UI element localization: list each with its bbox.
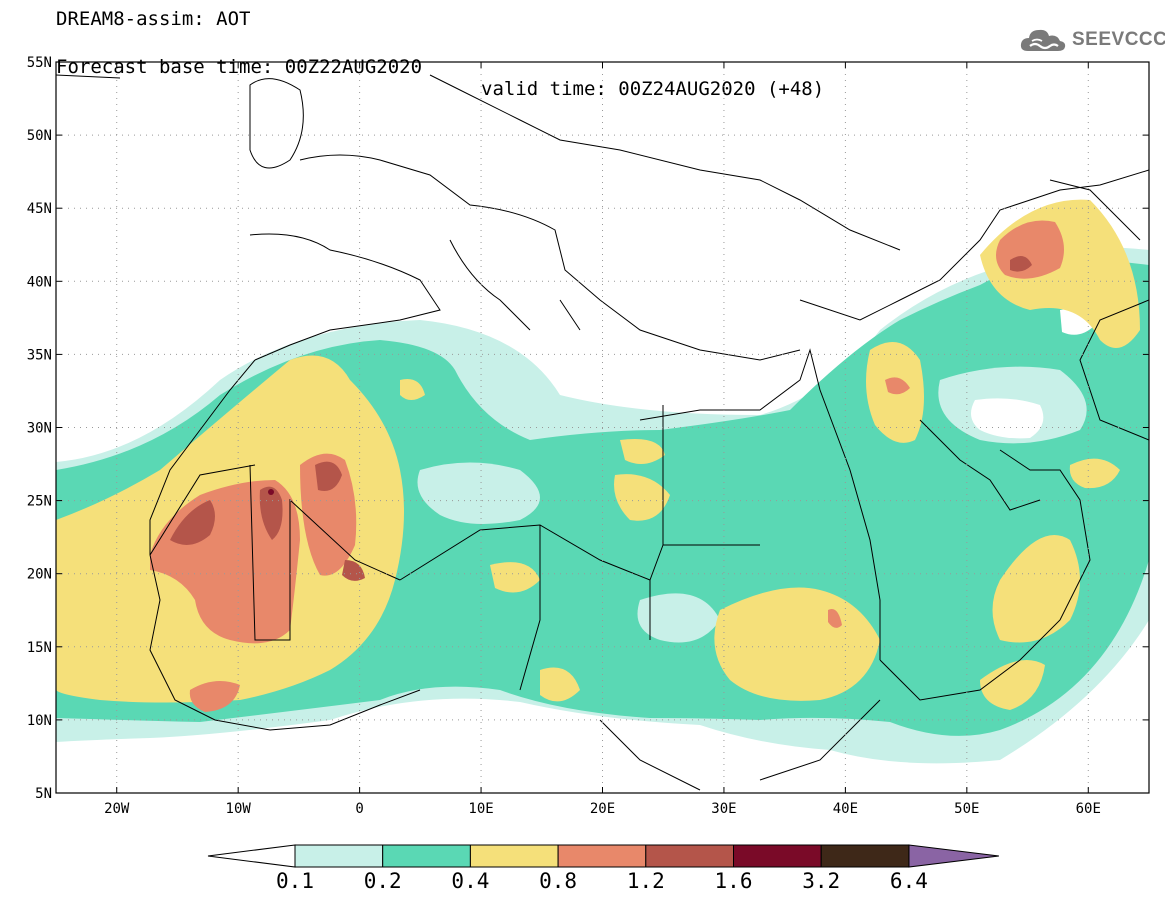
colorbar-level-label: 1.2 bbox=[627, 869, 665, 893]
colorbar-level-label: 1.6 bbox=[715, 869, 753, 893]
colorbar-level-label: 0.4 bbox=[451, 869, 489, 893]
aot-band-darkred bbox=[170, 500, 215, 545]
colorbar-level-label: 0.1 bbox=[276, 869, 314, 893]
lat-tick-label: 55N bbox=[27, 55, 52, 71]
lat-tick-label: 50N bbox=[27, 128, 52, 144]
latitude-axis: 5N 10N 15N 20N 25N 30N 35N 40N 45N 50N 55N bbox=[27, 55, 1149, 802]
colorbar-above-triangle bbox=[908, 844, 999, 868]
forecast-time-line: Forecast base time: 00Z22AUG2020 valid t… bbox=[56, 34, 824, 100]
lat-tick-label: 45N bbox=[27, 201, 52, 217]
longitude-axis: 20W 10W 0 10E 20E 30E 40E 50E 60E bbox=[104, 62, 1101, 817]
colorbar-below-triangle bbox=[207, 844, 296, 868]
aot-field bbox=[56, 74, 1149, 791]
lon-tick-label: 60E bbox=[1076, 801, 1101, 817]
colorbar-swatch bbox=[469, 844, 559, 868]
cloud-icon bbox=[1020, 29, 1066, 51]
seevccc-logo: SEEVCCC bbox=[1018, 24, 1165, 56]
graticule bbox=[56, 62, 1149, 793]
colorbar-level-label: 0.2 bbox=[364, 869, 402, 893]
lon-tick-label: 50E bbox=[954, 801, 979, 817]
colorbar-swatch bbox=[382, 844, 471, 868]
colorbar-level-label: 0.8 bbox=[539, 869, 577, 893]
valid-time-label: valid time: 00Z24AUG2020 (+48) bbox=[481, 78, 825, 100]
lon-tick-label: 10E bbox=[468, 801, 493, 817]
colorbar-swatch bbox=[733, 844, 822, 868]
lat-tick-label: 20N bbox=[27, 567, 52, 583]
lon-tick-label: 20E bbox=[590, 801, 615, 817]
lon-tick-label: 40E bbox=[833, 801, 858, 817]
lat-tick-label: 35N bbox=[27, 347, 52, 363]
lon-tick-label: 20W bbox=[104, 801, 130, 817]
lat-tick-label: 10N bbox=[27, 713, 52, 729]
colorbar-swatch bbox=[645, 844, 734, 868]
colorbar-level-label: 3.2 bbox=[802, 869, 840, 893]
map-title: DREAM8-assim: AOT bbox=[56, 8, 251, 30]
coastlines bbox=[56, 74, 1149, 791]
lat-tick-label: 30N bbox=[27, 421, 52, 437]
lat-tick-label: 5N bbox=[35, 786, 52, 802]
lon-tick-label: 30E bbox=[711, 801, 736, 817]
colorbar-swatch bbox=[557, 844, 647, 868]
colorbar: 0.1 0.2 0.4 0.8 1.2 1.6 3.2 6.4 bbox=[207, 844, 999, 893]
lon-tick-label: 10W bbox=[226, 801, 252, 817]
lat-tick-label: 40N bbox=[27, 274, 52, 290]
colorbar-swatch bbox=[294, 844, 384, 868]
lat-tick-label: 25N bbox=[27, 494, 52, 510]
logo-text: SEEVCCC bbox=[1072, 29, 1165, 50]
colorbar-level-label: 6.4 bbox=[890, 869, 928, 893]
lon-tick-label: 0 bbox=[355, 801, 363, 817]
colorbar-swatch bbox=[820, 844, 910, 868]
lat-tick-label: 15N bbox=[27, 640, 52, 656]
